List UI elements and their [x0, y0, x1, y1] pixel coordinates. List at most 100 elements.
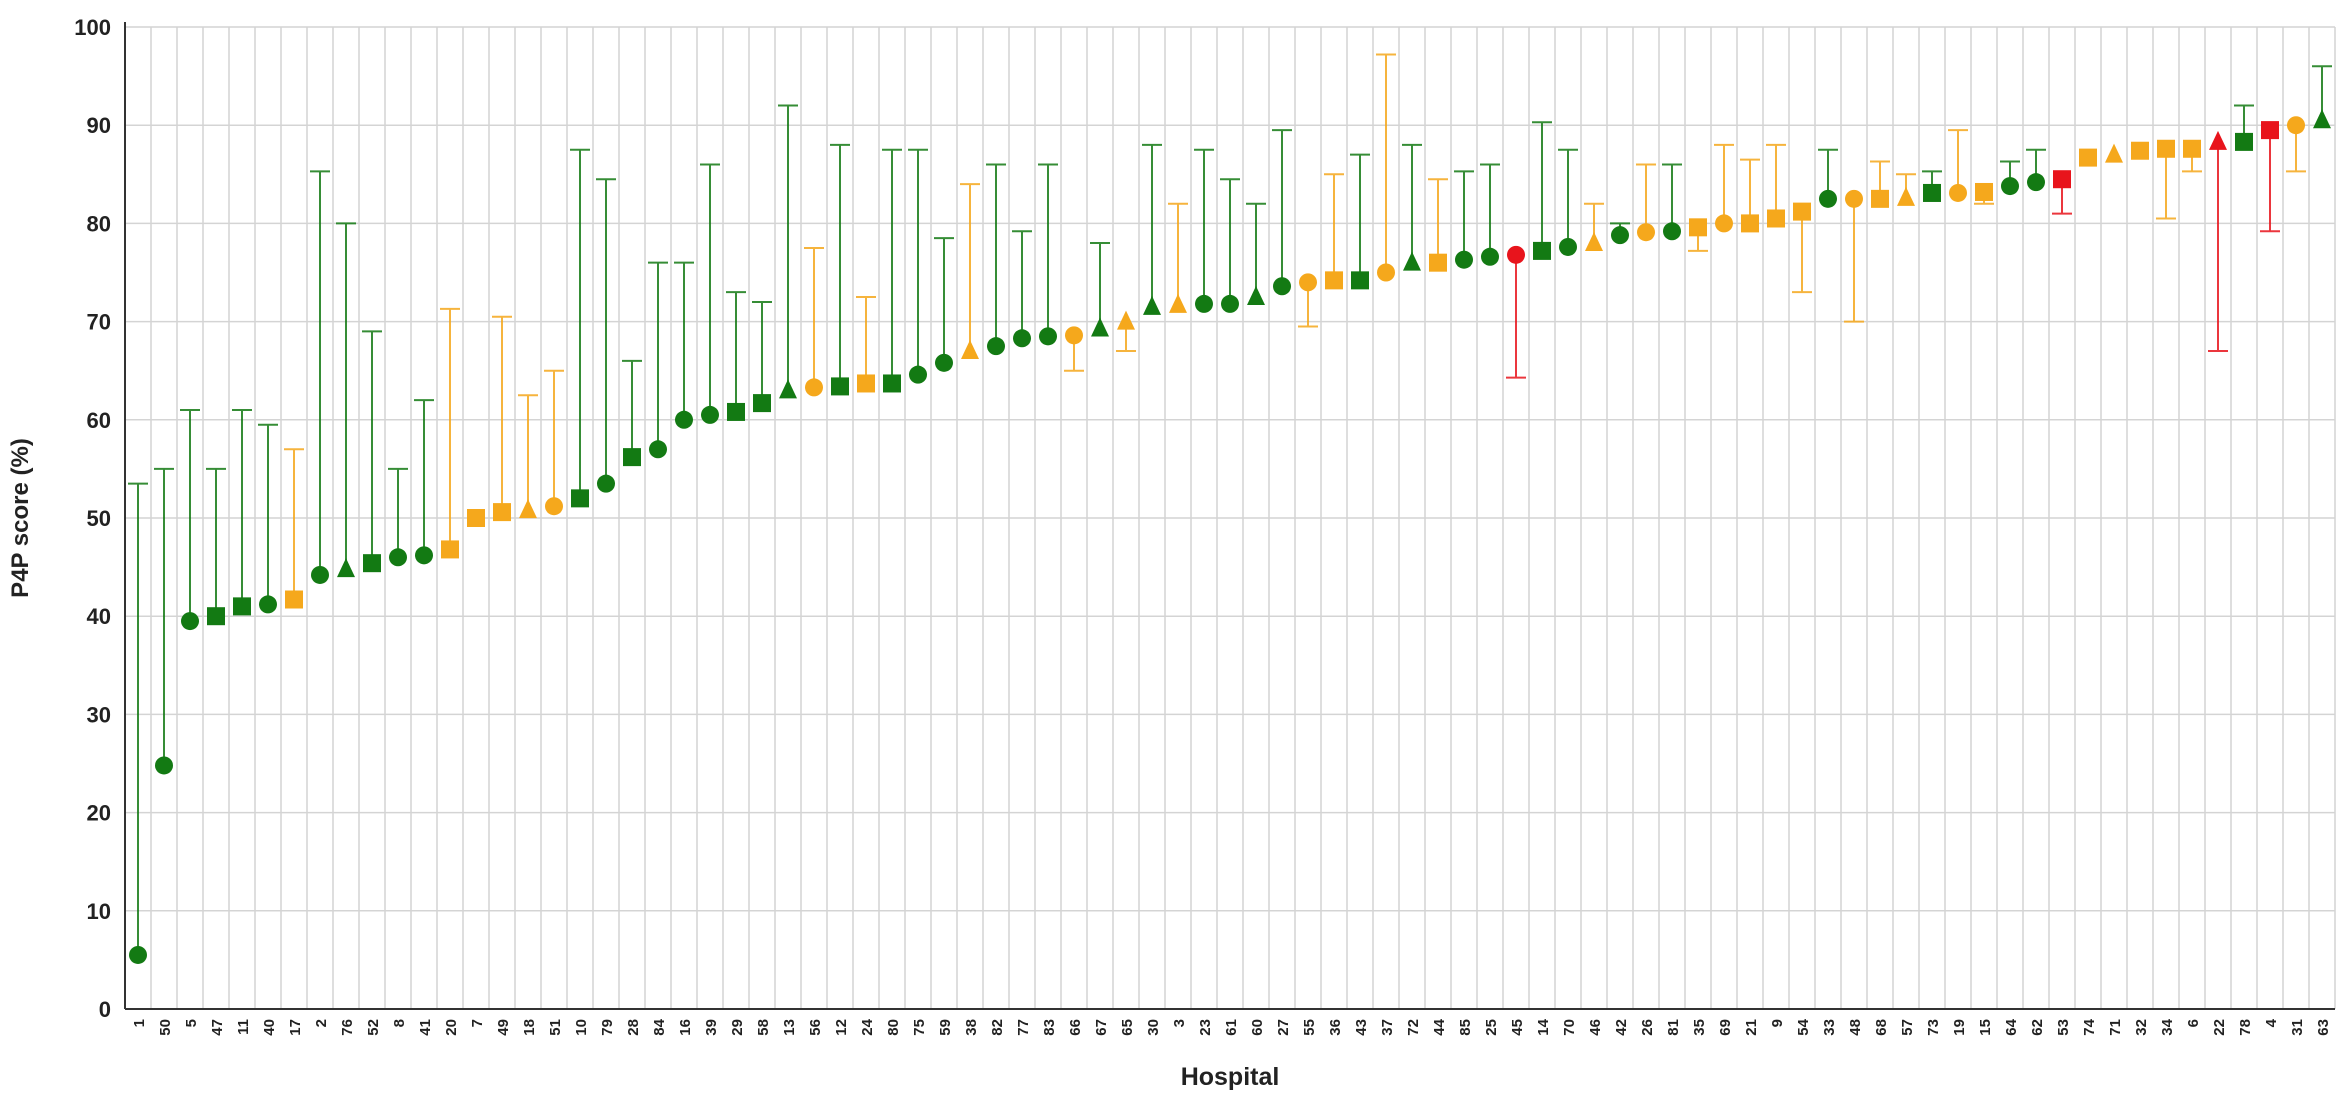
- marker: [2131, 141, 2149, 160]
- y-tick-label: 20: [87, 801, 111, 826]
- marker: [2183, 139, 2201, 158]
- marker: [1689, 218, 1707, 237]
- marker: [2313, 109, 2331, 129]
- error-bar: [1454, 170, 1474, 260]
- x-tick-label: 5: [183, 1019, 200, 1027]
- error-bar: [1714, 143, 1734, 224]
- error-bar: [622, 359, 642, 458]
- x-tick-label: 46: [1587, 1019, 1604, 1036]
- marker: [1403, 251, 1421, 271]
- error-bar: [128, 482, 148, 955]
- x-tick-label: 84: [651, 1018, 668, 1035]
- x-tick-label: 70: [1561, 1019, 1578, 1036]
- y-axis-label: P4P score (%): [7, 438, 34, 598]
- marker: [1143, 295, 1161, 315]
- error-bar: [674, 261, 694, 420]
- x-tick-label: 60: [1249, 1019, 1266, 1036]
- marker: [519, 499, 537, 519]
- x-tick-label: 32: [2133, 1019, 2150, 1036]
- error-bar: [336, 222, 356, 570]
- error-bar: [960, 183, 980, 352]
- marker: [779, 379, 797, 399]
- error-bar: [1012, 230, 1032, 339]
- marker: [285, 590, 303, 609]
- marker: [1091, 317, 1109, 337]
- error-bar: [2260, 130, 2280, 233]
- x-tick-label: 17: [287, 1019, 304, 1036]
- x-tick-label: 65: [1119, 1019, 1136, 1036]
- y-tick-label: 70: [87, 310, 111, 335]
- marker: [857, 374, 875, 393]
- error-bar: [570, 148, 590, 499]
- marker: [1975, 182, 1993, 201]
- marker: [545, 497, 563, 516]
- x-axis-label: Hospital: [1181, 1063, 1280, 1091]
- error-bar: [284, 448, 304, 600]
- x-tick-label: 50: [157, 1019, 174, 1036]
- x-tick-label: 29: [729, 1019, 746, 1036]
- x-tick-label: 73: [1925, 1019, 1942, 1036]
- marker: [1819, 189, 1837, 208]
- marker: [467, 509, 485, 527]
- marker: [2209, 130, 2227, 150]
- marker: [2105, 143, 2123, 163]
- marker: [805, 378, 823, 397]
- x-tick-label: 13: [781, 1019, 798, 1036]
- x-tick-label: 45: [1509, 1019, 1526, 1036]
- marker: [1117, 310, 1135, 330]
- x-tick-label: 68: [1873, 1019, 1890, 1036]
- marker: [181, 612, 199, 631]
- marker: [2287, 116, 2305, 135]
- error-bar: [934, 237, 954, 363]
- x-tick-label: 75: [911, 1019, 928, 1036]
- x-tick-label: 53: [2055, 1019, 2072, 1036]
- x-tick-label: 61: [1223, 1019, 1240, 1036]
- marker: [493, 503, 511, 522]
- x-tick-label: 7: [469, 1019, 486, 1027]
- error-bar: [1142, 143, 1162, 307]
- marker: [1429, 253, 1447, 272]
- error-bar: [1766, 143, 1786, 219]
- x-tick-label: 1: [131, 1019, 148, 1027]
- marker: [1195, 294, 1213, 313]
- x-tick-label: 35: [1691, 1019, 1708, 1036]
- x-tick-label: 83: [1041, 1019, 1058, 1036]
- error-bar: [1324, 173, 1344, 281]
- marker: [1663, 222, 1681, 241]
- x-tick-label: 9: [1769, 1019, 1786, 1027]
- x-tick-label: 30: [1145, 1019, 1162, 1036]
- marker: [2079, 148, 2097, 167]
- x-tick-label: 66: [1067, 1019, 1084, 1036]
- marker: [1793, 202, 1811, 221]
- x-tick-label: 62: [2029, 1019, 2046, 1036]
- marker: [1481, 247, 1499, 266]
- x-tick-label: 11: [235, 1019, 252, 1035]
- error-bar: [1480, 163, 1500, 257]
- error-bar: [1948, 129, 1968, 193]
- marker: [1871, 189, 1889, 208]
- x-tick-label: 28: [625, 1019, 642, 1036]
- x-tick-label: 54: [1795, 1018, 1812, 1035]
- marker: [1949, 183, 1967, 202]
- error-bar: [518, 394, 538, 511]
- x-tick-label: 85: [1457, 1019, 1474, 1036]
- x-tick-label: 52: [365, 1019, 382, 1036]
- x-tick-label: 39: [703, 1019, 720, 1036]
- x-tick-label: 76: [339, 1019, 356, 1036]
- x-tick-label: 16: [677, 1019, 694, 1036]
- x-tick-label: 31: [2289, 1019, 2306, 1036]
- x-tick-label: 47: [209, 1019, 226, 1036]
- error-bar: [1740, 158, 1760, 224]
- marker: [987, 337, 1005, 356]
- error-bar: [1038, 163, 1058, 337]
- x-tick-label: 44: [1431, 1018, 1448, 1035]
- marker: [1013, 329, 1031, 348]
- x-tick-label: 80: [885, 1019, 902, 1036]
- x-tick-label: 36: [1327, 1019, 1344, 1036]
- y-tick-label: 0: [99, 997, 111, 1022]
- error-bar: [1506, 254, 1526, 379]
- x-tick-label: 82: [989, 1019, 1006, 1036]
- error-bar: [1090, 242, 1110, 329]
- marker: [363, 554, 381, 573]
